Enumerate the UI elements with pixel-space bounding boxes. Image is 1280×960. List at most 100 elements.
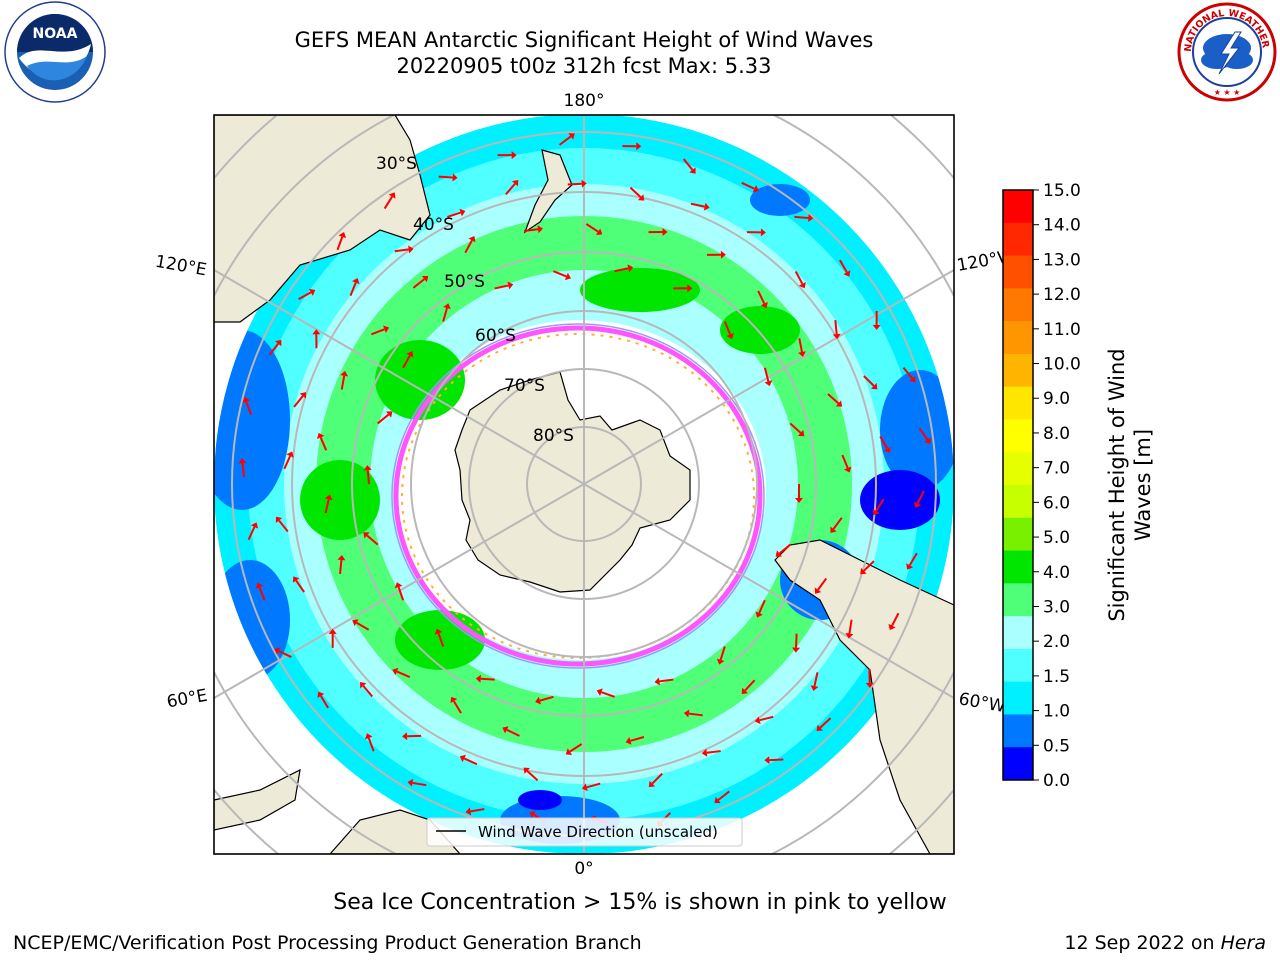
lon-label-60w: 60°W xyxy=(957,689,1007,717)
wind-arrow-shaft xyxy=(506,728,520,737)
wind-arrow-head xyxy=(386,411,393,418)
colorbar-tick-label: 6.0 xyxy=(1043,493,1070,513)
nws-logo: NATIONAL WEATHER SERVICE ★ ★ ★ xyxy=(1177,2,1277,102)
wind-arrow-head xyxy=(835,400,843,407)
wind-arrow-head xyxy=(814,587,822,594)
wind-arrow-head xyxy=(914,501,922,508)
colorbar-label-line2: Waves [m] xyxy=(1131,429,1155,541)
wind-arrow-head xyxy=(468,235,476,243)
wind-arrow-shaft xyxy=(841,454,849,469)
wind-arrow-head xyxy=(316,432,325,440)
wind-arrow-head xyxy=(726,332,734,340)
machine-name: Hera xyxy=(1220,932,1266,954)
wind-arrow-head xyxy=(475,674,481,683)
wind-arrow-shaft xyxy=(526,770,539,782)
wind-arrow-shaft xyxy=(690,202,705,208)
wind-arrow-head xyxy=(565,748,573,755)
wind-arrow-head xyxy=(402,732,408,741)
colorbar-segment xyxy=(1003,583,1033,617)
wind-arrow-head xyxy=(511,151,517,160)
wind-arrow-head xyxy=(459,208,466,217)
map-frame xyxy=(213,114,955,855)
wind-arrow-shaft xyxy=(832,517,843,530)
colorbar-label-line1: Significant Height of Wind xyxy=(1105,348,1129,621)
wind-arrow-head xyxy=(830,526,837,534)
wind-arrow-head xyxy=(808,214,814,223)
wind-arrow-head xyxy=(797,429,805,437)
colorbar-segment xyxy=(1003,452,1033,486)
wind-arrow-head xyxy=(465,807,472,816)
colorbar-segment xyxy=(1003,517,1033,552)
colorbar-tick-label: 10.0 xyxy=(1043,355,1081,375)
wind-arrow-head xyxy=(764,756,770,765)
land-new-zealand xyxy=(523,149,573,234)
wind-arrow-head xyxy=(637,194,645,201)
wind-arrow-head xyxy=(741,687,749,695)
wind-arrow-head xyxy=(337,555,346,561)
wind-arrow-shaft xyxy=(839,259,848,273)
wind-arrow-head xyxy=(627,264,634,273)
wind-arrow-head xyxy=(275,339,282,347)
wind-arrow-head xyxy=(798,281,806,289)
wind-arrow-shaft xyxy=(916,490,925,504)
wind-arrow-head xyxy=(581,179,587,188)
wind-arrow-head xyxy=(363,465,372,471)
wind-arrow-head xyxy=(352,277,360,285)
colorbar-segment xyxy=(1003,288,1033,322)
wind-arrow-head xyxy=(434,628,443,635)
wind-arrow-head xyxy=(909,375,916,383)
wind-arrow-head xyxy=(242,396,250,404)
colorbar-segment xyxy=(1003,714,1033,748)
wind-arrow-head xyxy=(760,228,766,237)
wind-arrow-shaft xyxy=(744,679,756,692)
wind-arrow-head xyxy=(443,303,451,310)
wind-arrow-shaft xyxy=(245,401,253,416)
colorbar-tick-label: 7.0 xyxy=(1043,459,1070,479)
wind-wave-arrows xyxy=(238,133,931,827)
wind-arrow-head xyxy=(406,351,414,358)
wind-arrow-shaft xyxy=(505,183,516,196)
colorbar-segment xyxy=(1003,485,1033,519)
wind-arrow-head xyxy=(292,576,300,583)
wind-arrow-shaft xyxy=(438,175,453,179)
wind-arrow-shaft xyxy=(706,750,721,754)
wind-arrow-shaft xyxy=(295,579,305,593)
wind-arrow-head xyxy=(798,351,806,357)
wind-arrow-head xyxy=(452,173,458,182)
wind-arrow-head xyxy=(564,272,572,281)
wind-arrow-shaft xyxy=(769,758,784,762)
colorbar-segment xyxy=(1003,321,1033,355)
wind-arrow-shaft xyxy=(879,436,889,450)
wind-arrow-head xyxy=(255,582,264,589)
wind-arrow-head xyxy=(523,767,530,774)
wind-arrow-shaft xyxy=(682,158,694,171)
lat-label-80s: 80°S xyxy=(533,426,574,446)
wind-arrow-shaft xyxy=(336,236,344,251)
wind-arrow-head xyxy=(308,288,316,296)
wind-arrow-shaft xyxy=(651,772,663,785)
lon-label-0: 0° xyxy=(574,859,593,879)
wind-arrow-shaft xyxy=(789,422,802,434)
noaa-logo-text: NOAA xyxy=(33,26,78,42)
wind-arrow-head xyxy=(408,245,414,254)
lat-label-70s: 70°S xyxy=(504,376,545,396)
wind-arrow-head xyxy=(568,133,575,140)
wind-arrow-shaft xyxy=(523,228,539,232)
wind-arrow-head xyxy=(352,619,359,627)
wind-arrow-head xyxy=(595,228,603,236)
wind-arrow-head xyxy=(317,691,325,699)
wind-arrow-shaft xyxy=(396,670,411,678)
wind-arrow-shaft xyxy=(798,338,803,353)
wind-arrow-shaft xyxy=(283,455,292,470)
wind-arrow-shaft xyxy=(494,284,509,290)
colorbar-tick-label: 9.0 xyxy=(1043,389,1070,409)
wind-arrow-shaft xyxy=(383,196,393,210)
colorbar-tick-label: 1.0 xyxy=(1043,702,1070,722)
wind-arrow-head xyxy=(775,550,783,557)
wind-arrow-shaft xyxy=(723,321,732,335)
wind-arrow-head xyxy=(714,796,721,804)
wind-arrow-shaft xyxy=(567,182,582,186)
colorbar-tick-label: 12.0 xyxy=(1043,285,1081,305)
wind-arrow-shaft xyxy=(247,526,256,541)
